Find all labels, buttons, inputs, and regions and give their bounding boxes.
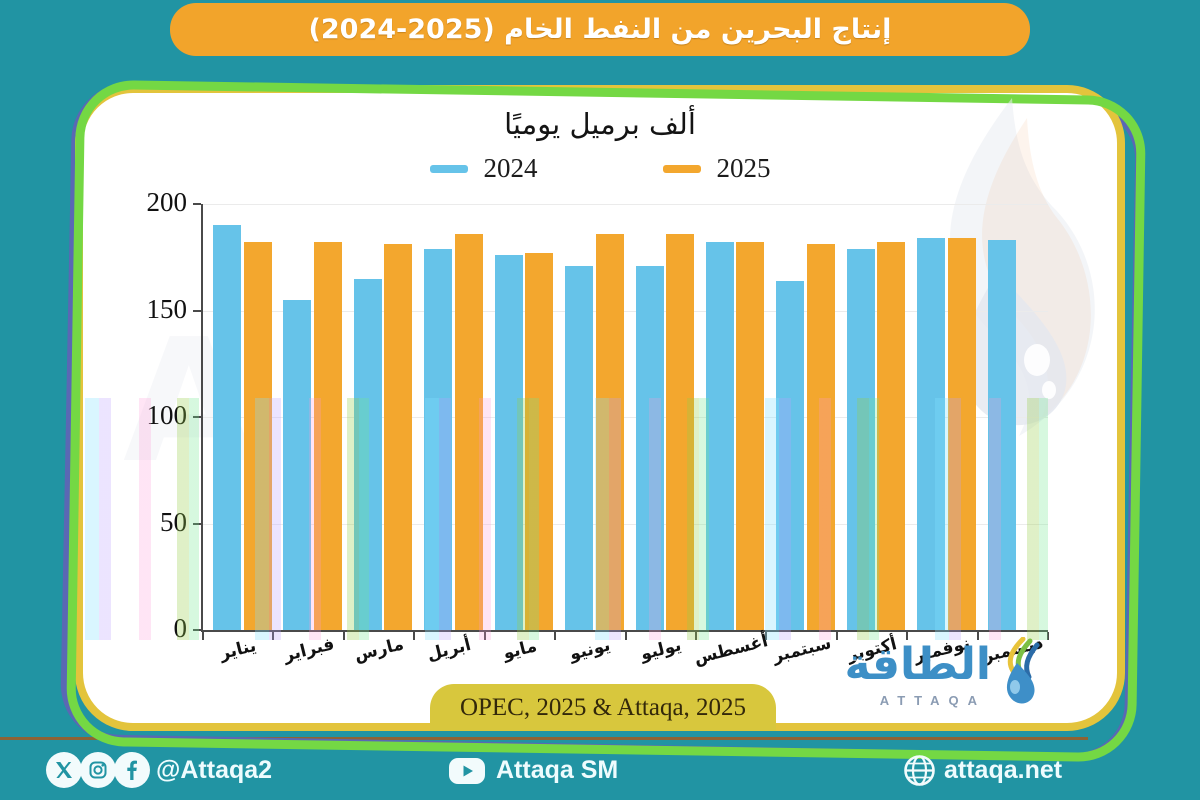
x-axis-tick [976,632,979,640]
globe-icon [903,754,936,791]
chart-title: ألف برميل يوميًا [504,107,696,141]
y-axis-label: 200 [146,187,188,217]
bar-2025-أبريل [454,233,483,630]
y-axis-tick [193,203,201,205]
card-bottom-shadow-line [0,737,1088,740]
x-axis-tick [413,632,416,640]
bar-2025-يناير [243,242,272,630]
y-axis-line [201,204,203,632]
bar-2025-مارس [384,244,413,630]
bar-2024-نوفمبر [917,238,946,630]
social-handle-label: @Attaqa2 [156,756,273,784]
x-axis-tick [554,632,557,640]
legend-swatch-icon [429,164,468,173]
bar-2024-يناير [213,225,241,630]
bar-2024-فبراير [283,299,312,630]
x-axis-tick [835,632,838,640]
bar-2024-أبريل [424,248,453,630]
x-axis-tick [906,632,909,640]
y-axis-label: 150 [146,293,188,324]
y-axis-label: 100 [146,400,188,430]
gridline [203,310,1048,312]
bar-2025-سبتمبر [806,244,835,630]
bar-2024-مايو [494,255,523,630]
bar-2025-أغسطس [736,242,765,630]
x-axis-tick [694,632,697,640]
youtube-icon [448,757,486,789]
legend-label: 2024 [483,153,538,183]
gridline [203,417,1048,418]
website-label: attaqa.net [944,756,1063,784]
bar-2025-مايو [525,252,554,630]
legend-item-2025: 2025 [662,153,771,184]
logo-latin-text: ATTAQA [879,693,986,708]
x-axis-tick [765,632,768,640]
bar-2024-مارس [353,278,382,630]
y-axis-tick [193,416,201,418]
attaqa-logo: الطاقة ATTAQA [831,637,1041,721]
legend-label: 2025 [716,153,771,183]
source-attribution-pill: OPEC, 2025 & Attaqa, 2025 [430,684,776,731]
bar-2024-يونيو [565,265,594,630]
x-axis-line [201,630,1048,632]
y-axis-tick [193,522,201,525]
source-label: OPEC, 2025 & Attaqa, 2025 [459,693,747,721]
x-axis-tick [624,632,627,640]
bar-2025-يونيو [595,233,624,630]
bar-chart-plot: 0 50 100 150 200 يناير فبراير مارس أبريل مايو يوني… [147,187,1049,669]
y-axis-label: 0 [173,613,188,643]
bar-2025-فبراير [313,242,342,630]
bar-2025-نوفمبر [947,238,976,630]
y-axis-tick [193,309,201,312]
legend-item-2024: 2024 [429,153,538,184]
x-axis-tick [342,632,345,640]
chart-legend: 2024 2025 [83,153,1117,184]
bar-2024-أغسطس [705,242,734,630]
y-axis-label: 50 [160,506,187,537]
facebook-icon [114,752,150,788]
x-axis-tick [202,632,204,640]
youtube-channel-label: Attaqa SM [496,756,619,784]
instagram-icon [80,752,116,788]
bar-2024-سبتمبر [776,280,805,630]
footer-social-bar: @Attaqa2 Attaqa SM attaqa.net [0,742,1200,800]
bar-2025-أكتوبر [877,242,906,630]
x-axis-tick [1047,632,1049,640]
x-twitter-icon [46,752,82,788]
x-axis-tick [483,632,486,640]
x-axis-tick [272,632,275,640]
bar-2024-يوليو [635,265,664,630]
title-banner: إنتاج البحرين من النفط الخام (2025-2024) [170,3,1030,56]
bar-2025-يوليو [666,233,694,630]
legend-swatch-icon [662,164,701,173]
gridline [203,523,1048,525]
page-title: إنتاج البحرين من النفط الخام (2025-2024) [308,14,892,45]
y-axis-tick [193,629,201,631]
bar-2024-ديسمبر [987,240,1016,630]
bar-2024-أكتوبر [846,248,875,630]
logo-arabic-text: الطاقة [844,639,991,690]
attaqa-flame-drop-icon [1006,637,1040,704]
gridline [203,204,1048,205]
